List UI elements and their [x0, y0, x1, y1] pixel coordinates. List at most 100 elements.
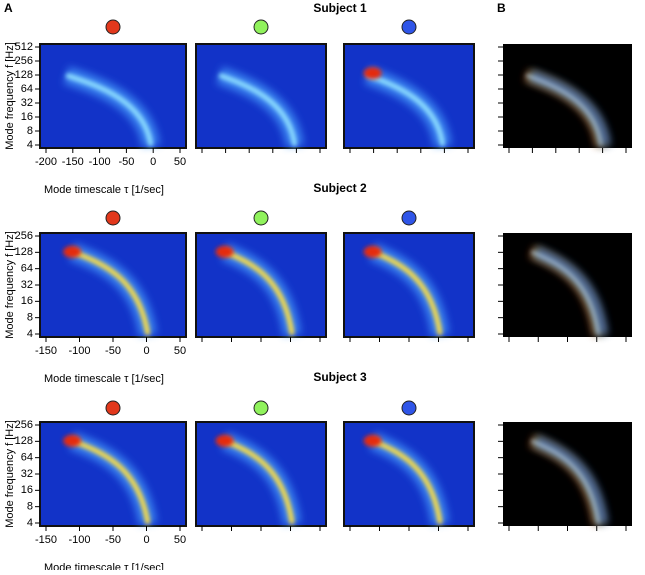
y-tick-label: 16	[21, 295, 33, 307]
composite-density	[528, 69, 611, 147]
density-panel	[343, 232, 475, 338]
density-core	[371, 438, 443, 525]
y-tick-label: 8	[27, 125, 33, 137]
x-tick-label: -150	[35, 345, 57, 357]
density-panel	[39, 232, 187, 338]
x-tick-label: 50	[174, 156, 186, 168]
y-tick-label: 32	[21, 468, 33, 480]
y-axis-label: Mode frequency f [Hz]	[4, 231, 16, 339]
subject-title: Subject 1	[313, 1, 367, 15]
y-tick-label: 256	[15, 55, 33, 67]
composite-panel	[503, 233, 632, 337]
x-tick-label: 0	[143, 345, 149, 357]
x-axis-label: Mode timescale τ [1/sec]	[44, 184, 164, 196]
condition-marker	[105, 210, 121, 226]
density-peak	[215, 245, 234, 258]
x-tick-label: -50	[118, 156, 134, 168]
condition-marker	[401, 210, 417, 226]
density-core	[218, 72, 298, 147]
panel-background	[39, 232, 187, 338]
density-panel	[343, 421, 475, 527]
composite-core	[525, 73, 603, 147]
density-panel	[39, 421, 187, 527]
y-tick-label: 128	[15, 69, 33, 81]
density-core	[371, 249, 443, 336]
panel-background	[503, 422, 632, 526]
density-peak	[363, 434, 382, 447]
y-tick-label: 16	[21, 484, 33, 496]
condition-marker	[105, 400, 121, 416]
condition-marker	[253, 400, 269, 416]
x-tick-label: -100	[89, 156, 111, 168]
panel-background	[343, 232, 475, 338]
x-tick-label: -100	[68, 534, 90, 546]
x-tick-label: -50	[105, 345, 121, 357]
y-tick-label: 128	[15, 435, 33, 447]
x-tick-label: 50	[174, 534, 186, 546]
density-peak	[63, 245, 82, 258]
x-tick-label: 0	[143, 534, 149, 546]
condition-marker	[401, 400, 417, 416]
panel-label: A	[4, 1, 13, 15]
density-panel	[195, 232, 327, 338]
composite-core	[530, 439, 600, 525]
condition-marker	[253, 19, 269, 35]
subject-title: Subject 3	[313, 370, 367, 384]
composite-density	[533, 246, 609, 336]
x-tick-label: -100	[68, 345, 90, 357]
y-tick-label: 64	[21, 83, 33, 95]
composite-density	[533, 435, 609, 525]
y-tick-label: 8	[27, 501, 33, 513]
x-tick-label: 0	[150, 156, 156, 168]
density-panel	[195, 421, 327, 527]
density-core	[71, 438, 151, 525]
composite-panel	[503, 422, 632, 526]
panel-background	[343, 421, 475, 527]
y-tick-label: 32	[21, 97, 33, 109]
density-core	[223, 249, 295, 336]
y-tick-label: 8	[27, 312, 33, 324]
condition-marker	[105, 19, 121, 35]
y-tick-label: 16	[21, 111, 33, 123]
density-panel	[39, 43, 187, 149]
x-tick-label: 50	[174, 345, 186, 357]
density-peak	[363, 67, 382, 80]
panel-label: B	[497, 1, 506, 15]
subject-title: Subject 2	[313, 181, 367, 195]
y-tick-label: 4	[27, 139, 33, 151]
density-peak	[215, 434, 234, 447]
density-peak	[63, 434, 82, 447]
panel-background	[39, 421, 187, 527]
composite-core	[530, 250, 600, 336]
density-core	[65, 72, 154, 147]
y-axis-label: Mode frequency f [Hz]	[4, 420, 16, 528]
composite-panel	[503, 44, 632, 148]
y-tick-label: 32	[21, 279, 33, 291]
x-axis-label: Mode timescale τ [1/sec]	[44, 373, 164, 385]
y-tick-label: 128	[15, 246, 33, 258]
y-tick-label: 256	[15, 419, 33, 431]
x-tick-label: -150	[35, 534, 57, 546]
density-core	[223, 438, 295, 525]
panel-background	[195, 421, 327, 527]
panel-background	[195, 232, 327, 338]
density-core	[366, 72, 446, 147]
y-axis-label: Mode frequency f [Hz]	[4, 42, 16, 150]
x-tick-label: -200	[35, 156, 57, 168]
density-panel	[195, 43, 327, 149]
y-tick-label: 64	[21, 263, 33, 275]
condition-marker	[401, 19, 417, 35]
density-core	[71, 249, 151, 336]
y-tick-label: 4	[27, 517, 33, 529]
condition-marker	[253, 210, 269, 226]
panel-background	[503, 233, 632, 337]
x-tick-label: -150	[62, 156, 84, 168]
x-axis-label: Mode timescale τ [1/sec]	[44, 562, 164, 570]
y-tick-label: 64	[21, 452, 33, 464]
y-tick-label: 512	[15, 41, 33, 53]
x-tick-label: -50	[105, 534, 121, 546]
density-panel	[343, 43, 475, 149]
y-tick-label: 256	[15, 230, 33, 242]
density-peak	[363, 245, 382, 258]
